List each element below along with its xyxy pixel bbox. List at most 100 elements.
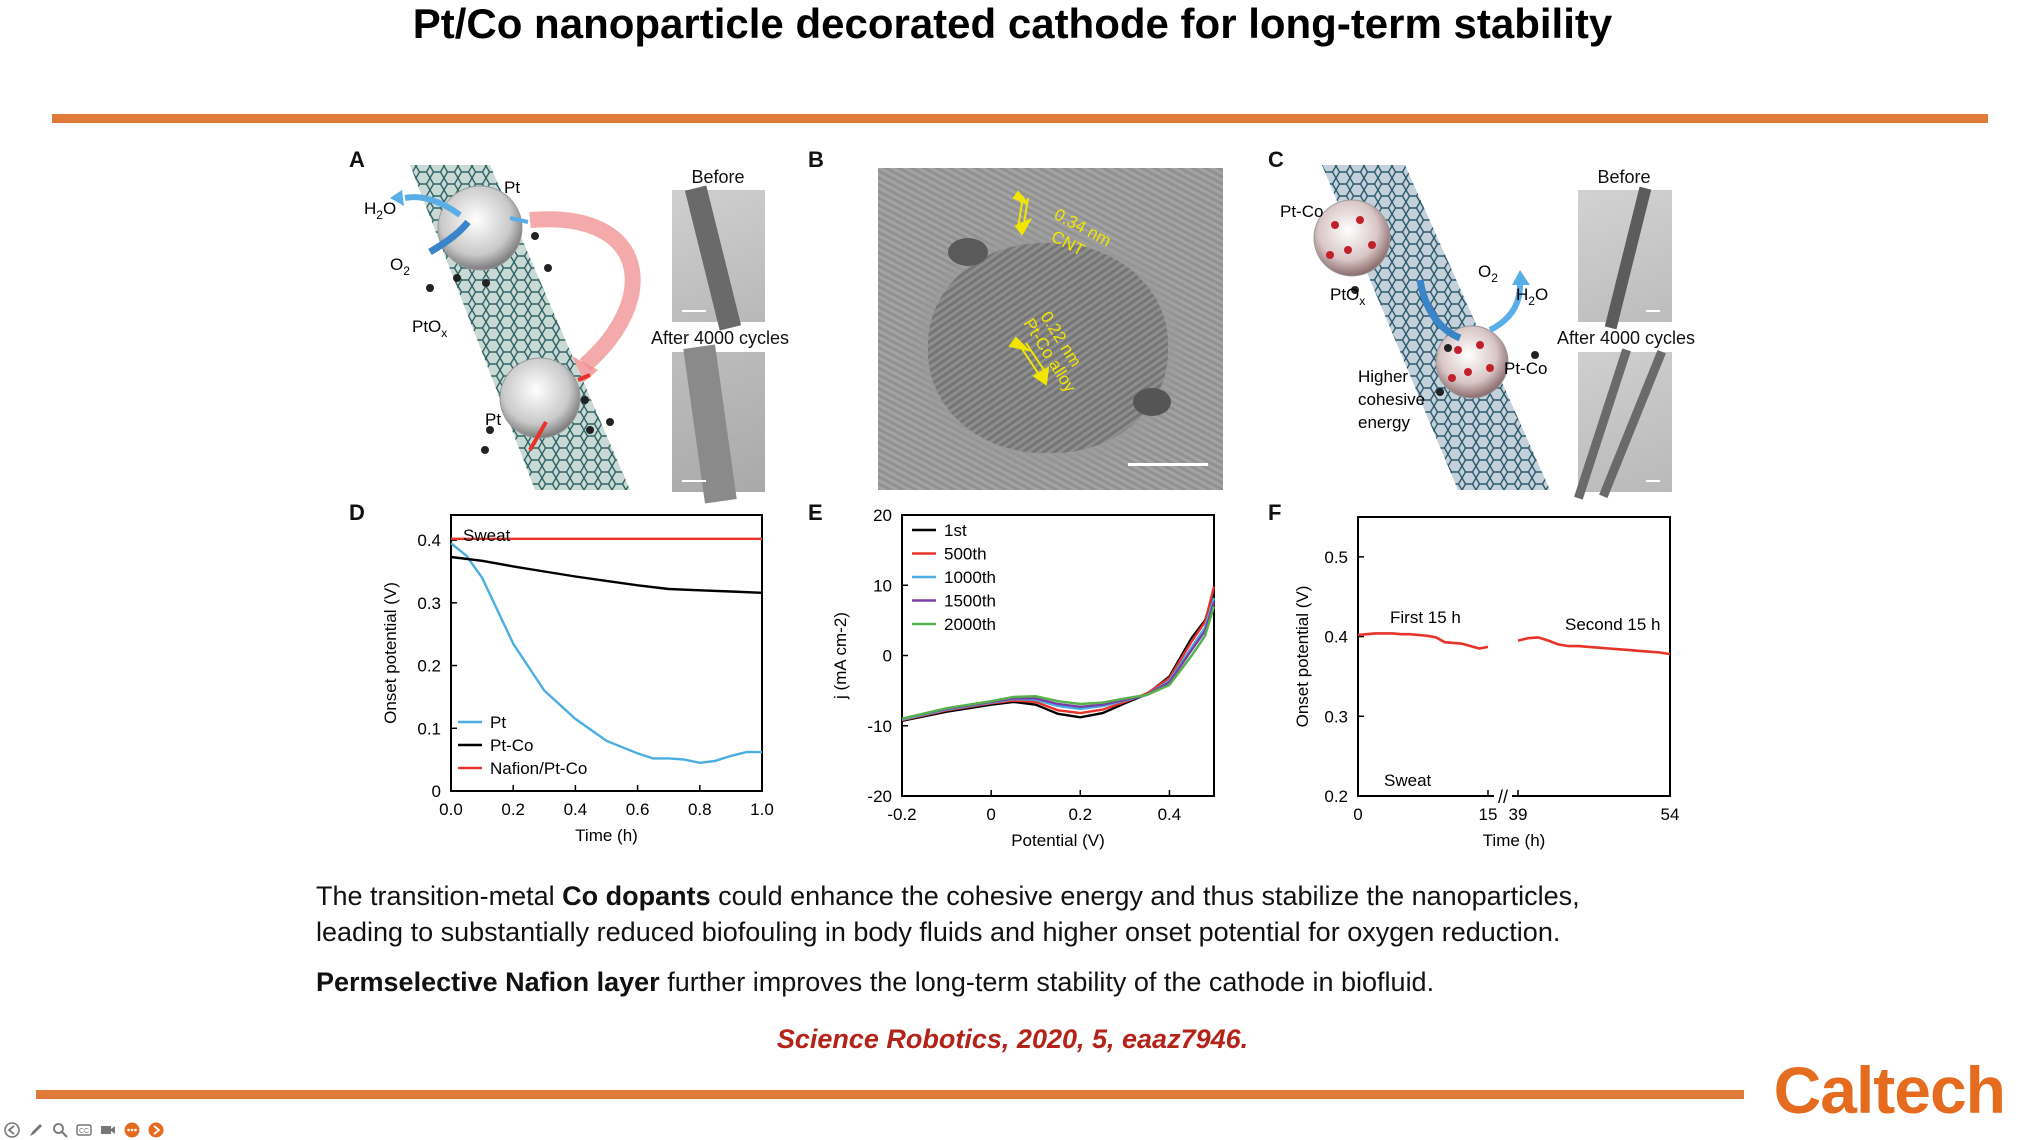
panel-label-b: B bbox=[808, 147, 824, 172]
paragraph-2-bold: Permselective Nafion layer bbox=[316, 967, 660, 997]
legend-entry: Pt-Co bbox=[490, 736, 533, 755]
series-line-second-15h bbox=[1517, 636, 1671, 656]
y-tick-label: -20 bbox=[867, 787, 892, 806]
legend-entry: 500th bbox=[944, 545, 987, 564]
chart-annotation: Sweat bbox=[1384, 771, 1432, 790]
cohesive-label-3: energy bbox=[1358, 413, 1410, 432]
series-label-first: First 15 h bbox=[1390, 608, 1461, 627]
x-tick-label: 0.0 bbox=[439, 800, 463, 819]
y-tick-label: 20 bbox=[873, 506, 892, 525]
captions-icon[interactable]: CC bbox=[76, 1122, 92, 1138]
x-tick-label: -0.2 bbox=[887, 805, 916, 824]
x-axis-label: Potential (V) bbox=[1011, 831, 1105, 850]
panel-a-after-image bbox=[672, 344, 765, 504]
plot-frame bbox=[450, 514, 763, 792]
legend-entry: Pt bbox=[490, 713, 506, 732]
o2-arrow-c bbox=[1416, 279, 1462, 342]
paragraph-2: Permselective Nafion layer further impro… bbox=[316, 964, 1434, 1000]
chart-e: -0.2 0 0.2 0.4 -20 -10 0 10 20 Potential (V) j (mA… bbox=[831, 506, 1216, 850]
panel-b-tem-image bbox=[878, 168, 1223, 490]
series-line-pt bbox=[450, 542, 762, 765]
pt-nanoparticle-bottom bbox=[499, 357, 581, 439]
legend-entry: 1st bbox=[944, 521, 967, 540]
h2o-label-c: H2O bbox=[1516, 285, 1548, 308]
x-tick-label: 0.2 bbox=[501, 800, 525, 819]
y-tick-label: 10 bbox=[873, 576, 892, 595]
ptox-label-a: PtOx bbox=[412, 317, 447, 340]
panel-label-c: C bbox=[1268, 147, 1284, 172]
ptox-particles bbox=[426, 232, 614, 454]
axis-break-mark: // bbox=[1498, 787, 1508, 807]
ptox-label-c: PtOx bbox=[1330, 285, 1365, 308]
camera-icon[interactable] bbox=[100, 1122, 116, 1138]
series-line-pt-co bbox=[450, 555, 763, 594]
legend-entry: 2000th bbox=[944, 615, 996, 634]
legend-entry: Nafion/Pt-Co bbox=[490, 759, 587, 778]
x-tick-label: 0.2 bbox=[1068, 805, 1092, 824]
y-tick-label: 0 bbox=[432, 782, 441, 801]
o2-label-a: O2 bbox=[390, 255, 410, 278]
paragraph-1: The transition-metal Co dopants could en… bbox=[316, 878, 1580, 950]
chart-d: 0.0 0.2 0.4 0.6 0.8 1.0 0 0.1 0.2 0.3 0.4 Time (h) O… bbox=[381, 514, 774, 845]
ptco-nanoparticle-bottom bbox=[1435, 325, 1509, 399]
pt-label-bottom: Pt bbox=[485, 410, 501, 429]
x-tick-label: 0.6 bbox=[626, 800, 650, 819]
bottom-rule bbox=[36, 1090, 1744, 1099]
legend-entry: 1000th bbox=[944, 568, 996, 587]
cohesive-label-2: cohesive bbox=[1358, 390, 1425, 409]
panel-a-illustration: H2O O2 Pt PtOx Pt bbox=[364, 165, 641, 490]
slide-title: Pt/Co nanoparticle decorated cathode for… bbox=[412, 0, 1613, 47]
series-line-1st bbox=[901, 591, 1216, 722]
x-tick-label: 0.8 bbox=[688, 800, 712, 819]
presentation-toolbar: CC bbox=[4, 1122, 164, 1138]
plot-frame bbox=[1357, 516, 1671, 797]
x-axis-label: Time (h) bbox=[1483, 831, 1546, 850]
panel-a-before-image bbox=[672, 185, 765, 331]
ptco-label-top: Pt-Co bbox=[1280, 202, 1323, 221]
pt-nanoparticle-top bbox=[437, 185, 523, 271]
panel-c-after-label: After 4000 cycles bbox=[1556, 328, 1696, 348]
zoom-icon[interactable] bbox=[52, 1122, 68, 1138]
panel-label-e: E bbox=[808, 500, 823, 525]
series-line-first-15h bbox=[1357, 632, 1489, 650]
o2-label-c: O2 bbox=[1478, 262, 1498, 285]
x-tick-label: 15 bbox=[1479, 805, 1498, 824]
y-tick-label: 0.4 bbox=[417, 531, 441, 550]
y-tick-label: 0.2 bbox=[1324, 787, 1348, 806]
axis-break-gap bbox=[1494, 790, 1512, 802]
y-tick-label: -10 bbox=[867, 717, 892, 736]
x-tick-label: 0 bbox=[1353, 805, 1362, 824]
panel-label-a: A bbox=[349, 147, 365, 172]
forward-arrow-icon[interactable] bbox=[148, 1122, 164, 1138]
y-tick-label: 0.4 bbox=[1324, 628, 1348, 647]
panel-label-d: D bbox=[349, 500, 365, 525]
y-tick-label: 0.3 bbox=[417, 594, 441, 613]
pen-icon[interactable] bbox=[28, 1122, 44, 1138]
panel-c-before-label: Before bbox=[1597, 167, 1651, 187]
y-axis-label: j (mA cm-2) bbox=[831, 612, 850, 700]
chart-f: // 0 15 39 54 0.2 0.3 0.4 0.5 Time (h) Onset poten… bbox=[1293, 516, 1679, 850]
paragraph-1-line2: leading to substantially reduced biofoul… bbox=[316, 917, 1561, 947]
ptco-nanoparticle-top bbox=[1313, 199, 1391, 277]
y-tick-label: 0 bbox=[883, 647, 892, 666]
paragraph-1-bold: Co dopants bbox=[562, 881, 711, 911]
migration-arrow bbox=[529, 211, 641, 372]
y-tick-label: 0.5 bbox=[1324, 548, 1348, 567]
o2-arrow bbox=[428, 219, 471, 256]
x-tick-label: 0.4 bbox=[1158, 805, 1182, 824]
series-line-2000th bbox=[901, 605, 1216, 720]
back-arrow-icon[interactable] bbox=[4, 1122, 20, 1138]
panel-label-f: F bbox=[1268, 500, 1282, 525]
more-icon[interactable] bbox=[124, 1122, 140, 1138]
h2o-label-a: H2O bbox=[364, 199, 396, 222]
y-axis-label: Onset potential (V) bbox=[1293, 586, 1312, 728]
x-tick-label: 0.4 bbox=[564, 800, 588, 819]
citation: Science Robotics, 2020, 5, eaaz7946. bbox=[776, 1024, 1249, 1054]
paragraph-2-rest: further improves the long-term stability… bbox=[659, 967, 1435, 997]
x-tick-label: 39 bbox=[1509, 805, 1528, 824]
svg-text:CC: CC bbox=[79, 1128, 89, 1135]
y-tick-label: 0.3 bbox=[1324, 707, 1348, 726]
paragraph-1-line1-post: could enhance the cohesive energy and th… bbox=[710, 881, 1580, 911]
x-tick-label: 0 bbox=[986, 805, 995, 824]
panel-c-before-image bbox=[1578, 186, 1672, 330]
